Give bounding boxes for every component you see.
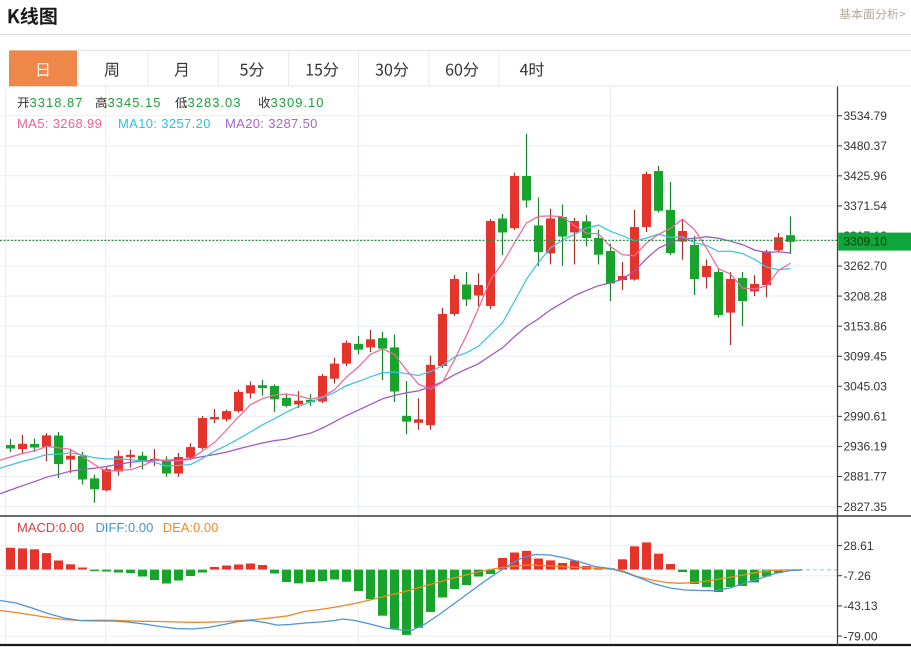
svg-text:-79.00: -79.00 — [844, 629, 878, 643]
svg-text:3262.70: 3262.70 — [844, 259, 888, 273]
svg-text:2990.61: 2990.61 — [844, 410, 888, 424]
svg-text:3208.28: 3208.28 — [844, 289, 888, 303]
svg-text:2827.35: 2827.35 — [844, 500, 888, 514]
svg-text:3309.10: 3309.10 — [844, 234, 888, 248]
svg-text:3534.79: 3534.79 — [844, 109, 888, 123]
svg-text:-7.26: -7.26 — [844, 569, 872, 583]
svg-text::3318.87:3345.15:3283.03:3309.: :3318.87:3345.15:3283.03:3309.10 — [26, 95, 325, 110]
svg-text:3099.45: 3099.45 — [844, 350, 888, 364]
svg-text:2936.19: 2936.19 — [844, 440, 888, 454]
svg-text:3425.96: 3425.96 — [844, 169, 888, 183]
svg-text:28.61: 28.61 — [844, 539, 874, 553]
svg-text:3371.54: 3371.54 — [844, 199, 888, 213]
svg-text:2881.77: 2881.77 — [844, 470, 888, 484]
svg-text:3153.86: 3153.86 — [844, 319, 888, 333]
svg-text:3480.37: 3480.37 — [844, 139, 888, 153]
svg-text:3045.03: 3045.03 — [844, 380, 888, 394]
svg-text:-43.13: -43.13 — [844, 599, 878, 613]
